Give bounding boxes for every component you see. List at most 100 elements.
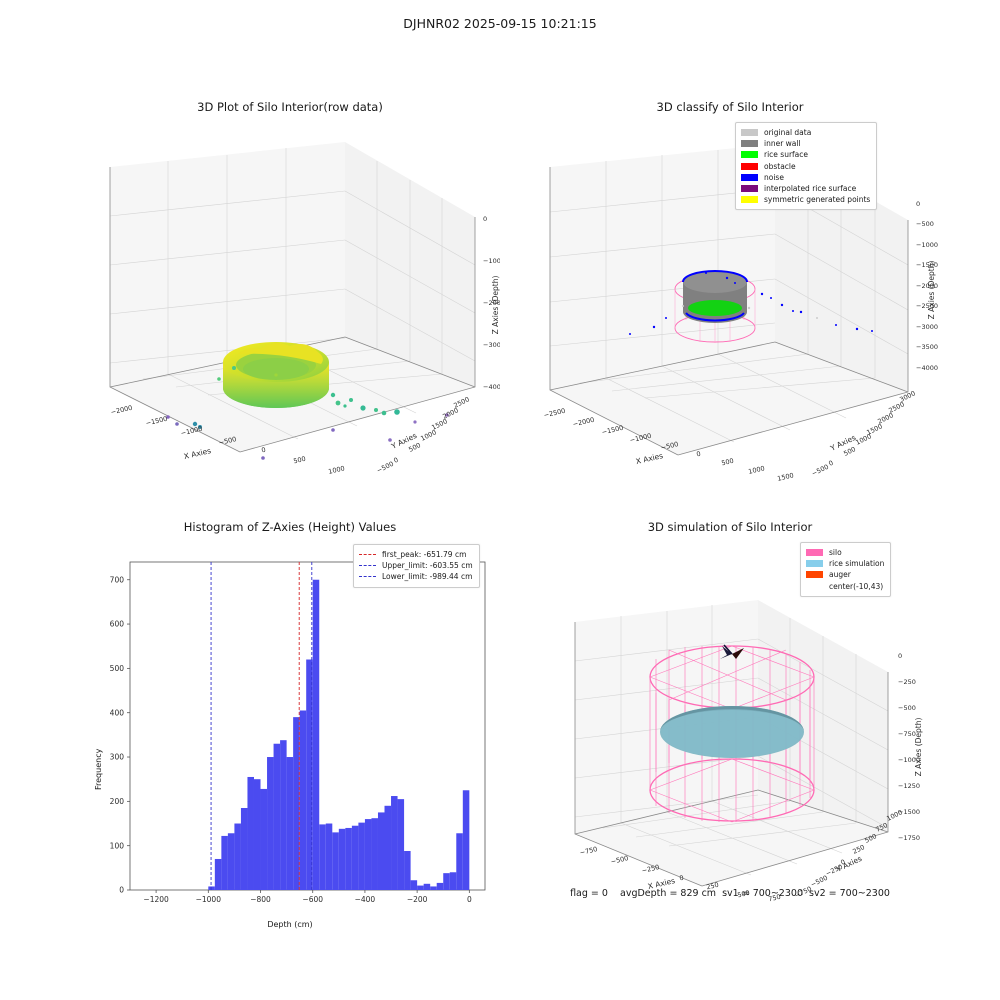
histogram-bar — [384, 805, 392, 890]
histogram-xlabel: Depth (cm) — [267, 920, 313, 929]
histogram-bar — [273, 743, 281, 890]
histogram-bar — [364, 819, 372, 890]
legend-item: noise — [741, 172, 870, 183]
legend-item: rice simulation — [806, 558, 884, 569]
legend-label: first_peak: -651.79 cm — [382, 550, 467, 559]
svg-text:−500: −500 — [610, 854, 629, 866]
histogram-bar — [351, 825, 359, 890]
svg-text:Z Axies (Depth): Z Axies (Depth) — [927, 261, 936, 320]
histogram-x-ticks: −1200 −1000 −800 −600 −400 −200 0 — [143, 890, 472, 904]
histogram-bar — [391, 796, 398, 890]
svg-text:2500: 2500 — [452, 395, 470, 409]
svg-text:1500: 1500 — [777, 471, 795, 482]
svg-text:−500: −500 — [898, 704, 916, 712]
histogram-bar — [449, 872, 457, 890]
svg-text:−500: −500 — [916, 220, 934, 228]
histogram-bar — [267, 757, 274, 890]
histogram-x-tick-label: −600 — [302, 895, 323, 904]
svg-text:750: 750 — [768, 893, 782, 902]
histogram-bar — [319, 824, 326, 890]
legend-swatch-rice-simulation — [806, 560, 823, 568]
histogram-y-tick-label: 0 — [119, 886, 124, 895]
svg-text:−1500: −1500 — [916, 261, 938, 269]
histogram-bar — [397, 799, 405, 890]
svg-text:−1500: −1500 — [145, 415, 168, 428]
histogram-bars — [208, 579, 470, 890]
svg-text:−250: −250 — [641, 863, 660, 875]
histogram-x-tick-label: 0 — [467, 895, 472, 904]
histogram-y-tick-label: 400 — [110, 708, 125, 717]
svg-text:0: 0 — [916, 200, 920, 208]
svg-text:−1750: −1750 — [898, 834, 920, 842]
panel-simulation-3d-title: 3D simulation of Silo Interior — [647, 520, 813, 534]
legend-label: Lower_limit: -989.44 cm — [382, 572, 473, 582]
histogram-bar — [240, 808, 248, 890]
legend-item: inner wall — [741, 138, 870, 149]
histogram-bar — [410, 880, 418, 890]
histogram-x-tick-label: −200 — [407, 895, 428, 904]
raw-z-ticks: 0 −1000 −2000 −3000 −4000 Z Axies (Depth… — [483, 215, 500, 391]
svg-text:−3500: −3500 — [916, 343, 938, 351]
histogram-bar — [456, 833, 463, 890]
svg-text:0: 0 — [696, 450, 702, 459]
svg-text:−1500: −1500 — [601, 424, 624, 437]
svg-text:500: 500 — [721, 457, 735, 468]
figure-title: DJHNR02 2025-09-15 10:21:15 — [403, 16, 597, 31]
histogram-bar — [417, 885, 424, 890]
histogram-y-tick-label: 300 — [110, 753, 125, 762]
simulation-3d-axes[interactable]: −750 −500 −250 0 250 500 750 X Axies −75… — [520, 542, 940, 902]
legend-swatch-noise — [741, 173, 758, 181]
svg-text:0: 0 — [261, 446, 267, 455]
legend-label: symmetric generated points — [764, 195, 871, 205]
histogram-bar — [234, 823, 241, 890]
legend-item: Upper_limit: -603.55 cm — [359, 560, 473, 571]
histogram-bar — [436, 882, 444, 890]
legend-item: first_peak: -651.79 cm — [359, 549, 473, 560]
svg-text:X Axies: X Axies — [635, 451, 664, 466]
svg-text:500: 500 — [737, 889, 751, 900]
svg-text:−2000: −2000 — [572, 416, 595, 429]
legend-label: auger — [829, 570, 851, 580]
histogram-bar — [306, 659, 313, 890]
legend-center-note: center(-10,43) — [829, 581, 884, 591]
svg-text:0: 0 — [839, 858, 846, 867]
histogram-x-tick-label: −1000 — [196, 895, 222, 904]
histogram-bar — [312, 579, 320, 890]
svg-text:−500: −500 — [218, 435, 237, 447]
legend-swatch-rice-surface — [741, 151, 758, 159]
histogram-bar — [247, 776, 254, 890]
svg-text:0: 0 — [483, 215, 487, 223]
svg-text:−1000: −1000 — [180, 425, 203, 438]
panel-raw-3d: 3D Plot of Silo Interior(row data) — [80, 100, 500, 480]
svg-text:1000: 1000 — [328, 464, 346, 476]
histogram-bar — [443, 873, 450, 890]
legend-item: silo — [806, 547, 884, 558]
histogram-bar — [260, 788, 268, 890]
rice-simulation-surface — [660, 706, 804, 758]
histogram-bar — [214, 858, 222, 890]
histogram-ylabel: Frequency — [94, 748, 103, 790]
svg-text:−3000: −3000 — [916, 323, 938, 331]
histogram-axes[interactable]: 0 100 200 300 400 500 600 700 −1200 −1000 −800 −60… — [80, 542, 500, 929]
legend-swatch-inner-wall — [741, 140, 758, 148]
svg-text:−2500: −2500 — [916, 302, 938, 310]
histogram-bar — [377, 812, 385, 890]
legend-line-first-peak — [359, 554, 376, 556]
histogram-bar — [423, 883, 431, 890]
raw-3d-axes[interactable]: −2000 −1500 −1000 −500 0 500 1000 X Axie… — [80, 122, 500, 482]
histogram-bar — [358, 822, 365, 890]
histogram-bar — [227, 833, 235, 890]
svg-text:500: 500 — [293, 455, 307, 466]
histogram-bar — [286, 757, 294, 890]
histogram-x-tick-label: −1200 — [143, 895, 169, 904]
svg-text:0: 0 — [827, 459, 834, 468]
histogram-bar — [338, 828, 346, 890]
legend-label: rice simulation — [829, 559, 885, 569]
legend-swatch-silo — [806, 549, 823, 557]
svg-text:−1000: −1000 — [916, 241, 938, 249]
histogram-bar — [253, 779, 261, 890]
svg-text:−1000: −1000 — [483, 257, 500, 265]
auger-marker — [720, 644, 744, 659]
legend-item: Lower_limit: -989.44 cm — [359, 571, 473, 582]
